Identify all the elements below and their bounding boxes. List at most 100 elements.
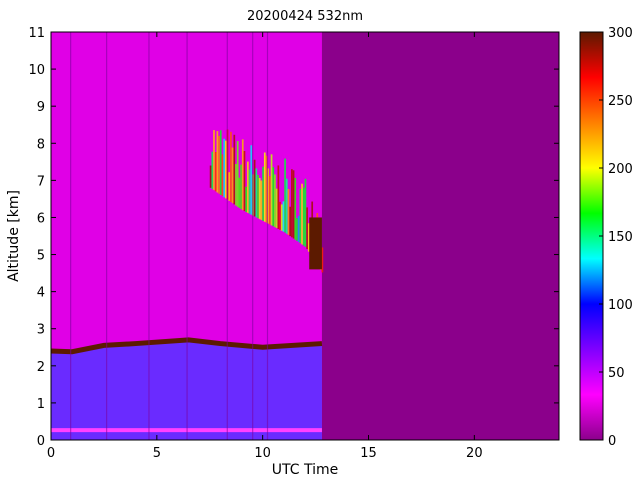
colorbar-axis: 0 50 100 150 200 250 300 [599,26,633,449]
cloud-streak [275,188,278,229]
colorbar-tick-label: 150 [608,230,633,245]
colorbar-tick-label: 250 [608,94,633,109]
x-tick-label: 20 [466,446,483,461]
cloud-streak [292,170,295,239]
y-tick-label: 10 [28,63,45,78]
cloud-streak [296,218,298,241]
x-tick-label: 0 [47,446,55,461]
cloud-streak [243,151,246,212]
y-tick-label: 8 [37,137,45,152]
chart-title: 20200424 532nm [247,9,363,24]
cloud-streak [253,159,256,217]
cloud-streak [216,131,219,193]
plot-frame [50,31,560,441]
cloud-streak [228,172,231,201]
cloud-streak [213,130,215,191]
cloud-streak [301,183,303,245]
cloud-streak [272,167,275,227]
cloud-streak [304,178,307,247]
cloud-streak [270,154,273,226]
y-tick-label: 0 [37,434,45,449]
x-axis: 0 5 10 15 20 [47,32,483,461]
cloud-streak [267,168,270,224]
cloud-streak [287,188,290,235]
cloud-streak [280,204,283,231]
cloud-streak [258,177,261,220]
cloud-streak [260,180,263,221]
cloud-streak [291,169,293,238]
y-axis: 0 1 2 3 4 5 6 7 8 9 10 11 [28,26,559,449]
cloud-streak [211,151,214,189]
cloud-streak [231,147,234,204]
x-tick-label: 10 [254,446,271,461]
y-tick-label: 11 [28,26,45,41]
cloud-streak [214,151,217,192]
cloud-streak [282,201,285,232]
cloud-streak [224,140,227,199]
colorbar-tick-label: 100 [608,298,633,313]
cloud-streak [230,131,232,203]
vertical-streak [266,32,269,440]
cloud-streak [238,177,241,208]
boundary-layer-top [51,337,323,355]
cloud-streak [245,186,248,213]
y-tick-label: 9 [37,100,45,115]
cloud-core [309,217,322,270]
cloud-streak [269,176,271,225]
colorbar-tick-label: 300 [608,26,633,41]
colorbar-tick-label: 0 [608,434,616,449]
cloud-streak [223,138,225,198]
cloud-streak [241,139,244,211]
y-tick-label: 1 [37,397,45,412]
x-tick-label: 15 [360,446,377,461]
cloud-streak [306,207,308,250]
cloud-streak [209,165,212,188]
x-tick-label: 5 [153,446,161,461]
cloud-streak [284,158,286,233]
cloud-streak [250,145,253,215]
vertical-streaks [70,32,269,440]
heatmap-area [51,32,559,440]
cloud-streak [294,177,297,240]
y-tick-label: 3 [37,323,45,338]
vertical-streak [70,32,72,440]
x-axis-label: UTC Time [272,462,338,478]
cloud-streak [299,188,302,244]
cloud-streak [248,169,251,214]
y-tick-label: 4 [37,286,45,301]
cloud-streak [247,161,249,213]
cloud-streak [289,206,292,237]
cloud-streak [263,152,266,222]
cloud-streak [302,187,305,246]
y-axis-label: Altitude [km] [6,190,22,282]
cloud-streak [240,164,242,210]
vertical-streak [106,32,108,440]
vertical-streak [148,32,150,440]
cloud-streak [321,247,324,273]
vertical-streak [226,32,228,440]
cloud-streak [233,134,236,205]
cloud-streak [307,223,310,252]
y-tick-label: 7 [37,174,45,189]
cloud-streak [218,135,220,194]
cloud-streak [274,174,276,228]
colorbar-tick-label: 200 [608,162,633,177]
colorbar-tick-label: 50 [608,366,625,381]
cloud-streak [297,215,300,243]
vertical-streak [186,32,188,440]
cloud-streak [255,168,258,218]
y-tick-label: 5 [37,249,45,264]
y-tick-label: 6 [37,211,45,226]
cloud-streak [236,141,239,207]
cloud-streak [221,154,224,197]
cloud-streak [279,201,281,230]
cloud-streak [257,174,259,219]
cloud-streak [235,164,237,206]
y-tick-label: 2 [37,360,45,375]
vertical-streak [252,32,254,440]
cloud-streak [262,166,264,221]
cloud-streak [285,178,288,234]
cloud-streak [265,155,268,223]
cloud-streak [219,130,222,195]
